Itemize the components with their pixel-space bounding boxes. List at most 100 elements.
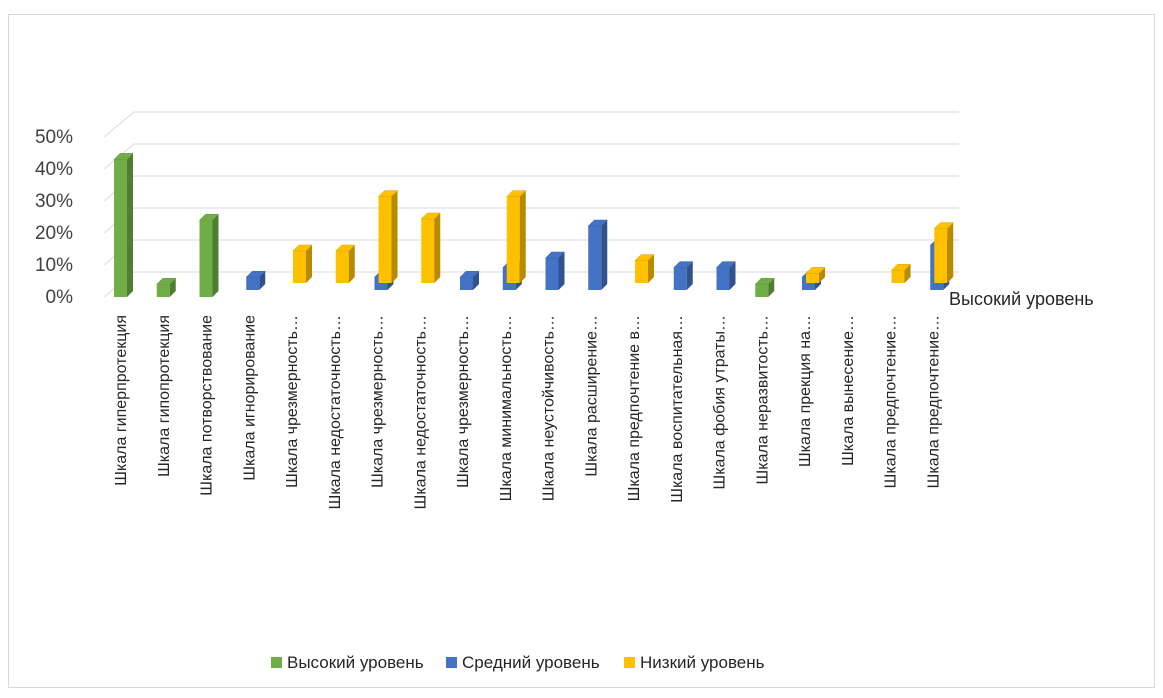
bar <box>634 254 655 283</box>
category-label: Шкала вынесение… <box>840 315 857 466</box>
category-label: Шкала игнорирование <box>241 315 258 481</box>
gridline <box>103 207 959 234</box>
bar-front <box>114 159 127 297</box>
bar-top <box>459 270 480 278</box>
y-tick-label: 30% <box>35 191 73 212</box>
bars <box>113 153 954 297</box>
bar <box>890 263 912 283</box>
bar-top <box>292 244 313 252</box>
gridline <box>103 111 959 138</box>
bar-top <box>156 277 177 285</box>
bar-top <box>587 219 608 227</box>
legend-label: Низкий уровень <box>640 653 765 672</box>
bar-top <box>420 212 441 220</box>
bar-front <box>716 267 730 290</box>
category-label: Шкала расширение… <box>583 315 600 477</box>
bar-side <box>558 252 565 290</box>
bar-side <box>127 153 133 297</box>
bar <box>377 190 399 283</box>
bar-top <box>715 261 737 268</box>
category-label: Шкала недостаточность… <box>327 315 344 509</box>
category-label: Шкала чрезмерность… <box>455 315 472 488</box>
bar-front <box>588 226 602 290</box>
bar <box>587 219 608 290</box>
bar-side <box>686 261 693 290</box>
y-tick-label: 10% <box>35 255 73 276</box>
y-tick-label: 0% <box>46 287 74 308</box>
category-label: Шкала воспитательная… <box>669 315 686 503</box>
category-label: Шкала потворствование <box>199 315 216 496</box>
bar-front <box>635 260 648 283</box>
gridline <box>103 143 959 170</box>
bar-front <box>246 277 260 290</box>
bar-side <box>306 245 312 283</box>
bar-top <box>544 251 566 259</box>
legend-item: Низкий уровень <box>624 653 765 672</box>
category-label: Шкала чрезмерность… <box>370 315 387 488</box>
bar-side <box>601 220 608 290</box>
bar-top <box>890 263 912 271</box>
bar-side <box>648 254 654 283</box>
chart-area: 0% 10% 20% 30% 40% 50% Шкала гиперпротекция Шк… <box>8 14 1155 688</box>
bar-top <box>933 222 954 229</box>
legend-label: Средний уровень <box>462 653 600 672</box>
bar <box>933 222 954 283</box>
bar <box>506 190 527 283</box>
bar-side <box>947 222 954 283</box>
category-label: Шкала фобия утраты… <box>712 315 729 489</box>
bar-front <box>934 228 948 283</box>
bar-front <box>506 196 520 283</box>
bar-side <box>729 261 736 290</box>
y-tick-label: 50% <box>35 127 73 148</box>
bar-front <box>421 219 435 283</box>
bar <box>754 277 775 297</box>
bar-top <box>673 261 694 268</box>
bar <box>198 213 220 297</box>
bar-top <box>198 213 220 221</box>
category-labels: Шкала гиперпротекция Шкала гипопротекция Ш… <box>113 315 942 509</box>
category-label: Шкала предпочтение… <box>883 315 900 488</box>
bar <box>420 212 441 283</box>
bar-top <box>335 244 356 252</box>
category-label: Шкала минимальность… <box>498 315 515 501</box>
bar-front <box>755 284 769 297</box>
bar-top <box>506 190 527 197</box>
bar-side <box>434 213 441 283</box>
category-label: Шкала неразвитость… <box>754 315 771 484</box>
gridlines <box>103 111 959 298</box>
bar-side <box>348 245 355 283</box>
bar-top <box>805 267 826 274</box>
legend-swatch <box>446 657 457 668</box>
series-axis-label: Высокий уровень <box>949 289 1094 309</box>
category-label: Шкала предпочтение в… <box>626 315 643 501</box>
bar-front <box>460 277 473 290</box>
chart-svg: 0%10%20%30%40%50% Шкала гиперпротекция Шк… <box>35 111 1094 672</box>
category-label: Шкала неустойчивость… <box>541 315 558 501</box>
bar-front <box>891 270 905 283</box>
bar-front <box>293 251 306 283</box>
gridline <box>103 175 959 202</box>
bar <box>673 261 694 290</box>
category-label: Шкала прекция на… <box>797 315 814 467</box>
bar <box>715 261 737 290</box>
bar-top <box>377 190 399 197</box>
category-label: Шкала предпочтение… <box>925 315 942 488</box>
bar-side <box>212 214 219 297</box>
category-label: Шкала чрезмерность… <box>284 315 301 488</box>
bar <box>544 251 566 290</box>
bar-top <box>245 270 266 278</box>
bar <box>113 153 134 297</box>
legend-item: Высокий уровень <box>271 653 424 672</box>
legend: Высокий уровень Средний уровень Низкий уро… <box>271 653 765 672</box>
bar-top <box>634 254 655 261</box>
legend-swatch <box>624 657 635 668</box>
legend-item: Средний уровень <box>446 653 600 672</box>
legend-label: Высокий уровень <box>287 653 424 672</box>
legend-swatch <box>271 657 282 668</box>
y-tick-label: 20% <box>35 223 73 244</box>
bar-front <box>199 220 213 297</box>
bar-side <box>391 190 398 283</box>
category-label: Шкала гиперпротекция <box>113 315 130 486</box>
gridline <box>103 271 959 298</box>
bar-front <box>156 284 170 297</box>
